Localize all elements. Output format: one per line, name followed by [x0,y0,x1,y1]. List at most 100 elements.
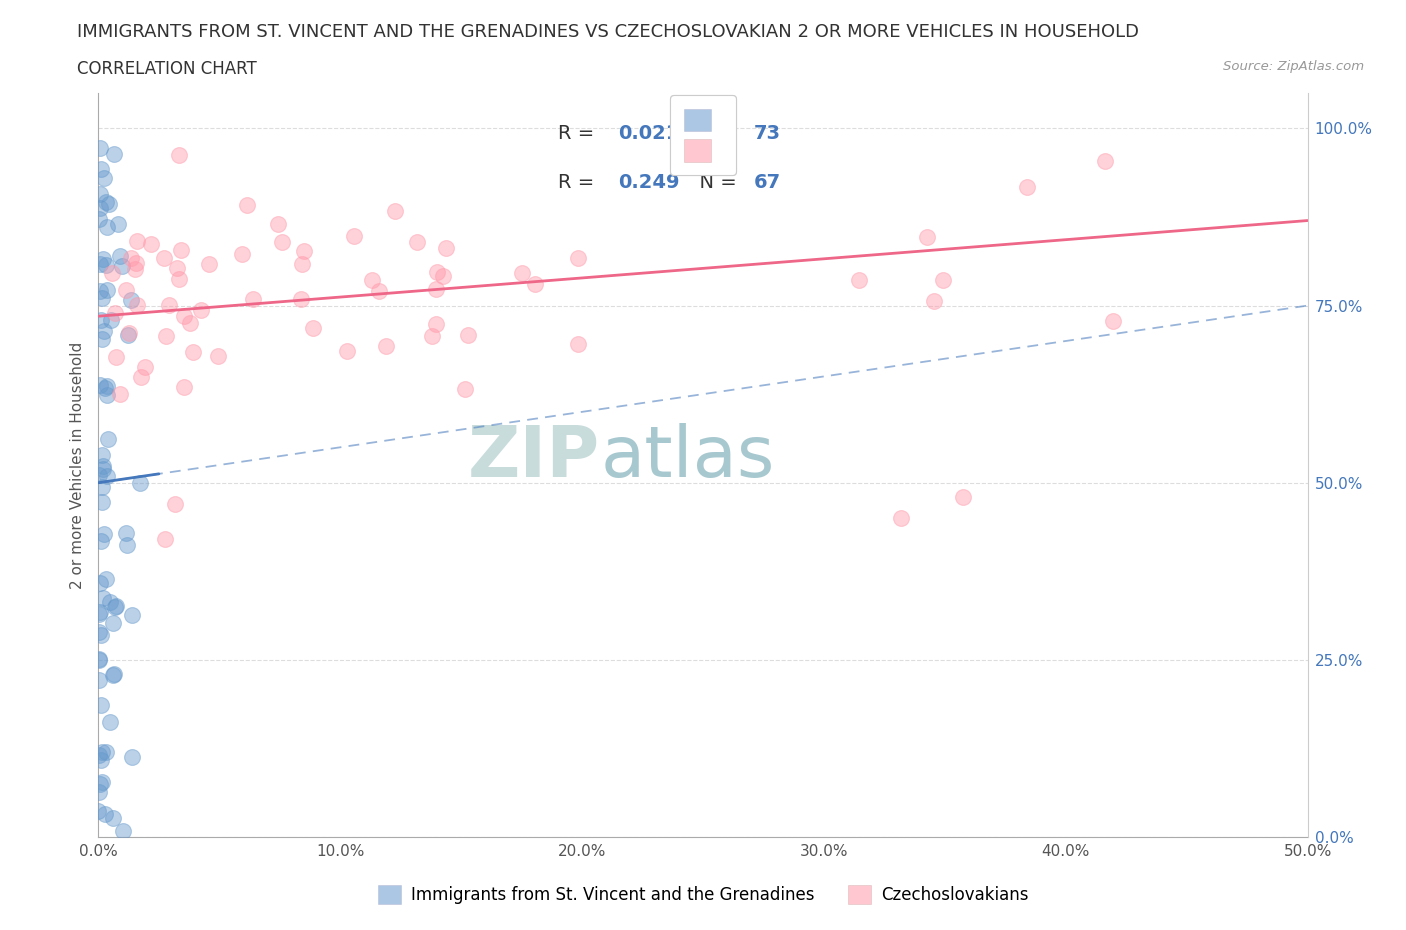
Point [190,302,212,317]
Point [890,511,912,525]
Text: CORRELATION CHART: CORRELATION CHART [77,60,257,78]
Point [103,147,125,162]
Text: 73: 73 [754,125,780,143]
Point [336,343,359,358]
Point [922,293,945,308]
Point [915,230,938,245]
Point [90,534,112,549]
Point [457,328,479,343]
Point [292,243,315,258]
Point [173,379,195,394]
Point [342,228,364,243]
Point [90,753,112,768]
Point [101,668,124,683]
Point [157,298,180,312]
Point [105,350,128,365]
Point [89,604,111,619]
Point [236,197,259,212]
Point [98,594,121,609]
Point [1015,179,1038,194]
Point [89,284,111,299]
Point [510,265,533,280]
Point [94,807,117,822]
Point [89,576,111,591]
Point [89,777,111,791]
Text: ZIP: ZIP [468,423,600,492]
Point [87,804,110,818]
Point [120,293,142,308]
Point [90,775,112,790]
Point [121,607,143,622]
Point [1102,313,1125,328]
Point [231,246,253,261]
Point [96,283,118,298]
Point [302,321,325,336]
Point [115,283,138,298]
Point [90,698,112,712]
Point [87,212,110,227]
Point [104,600,127,615]
Point [183,345,205,360]
Point [368,284,391,299]
Point [89,186,111,201]
Point [87,672,110,687]
Point [124,262,146,277]
Point [129,369,152,384]
Text: N =: N = [688,125,744,143]
Point [420,328,443,343]
Point [90,628,112,643]
Point [101,616,124,631]
Point [89,651,111,666]
Text: 0.249: 0.249 [619,173,681,192]
Point [101,266,124,281]
Point [89,141,111,156]
Point [115,538,138,552]
Point [94,380,117,395]
Text: R =: R = [558,125,600,143]
Point [90,290,112,305]
Point [91,462,114,477]
Point [179,315,201,330]
Point [94,257,117,272]
Text: IMMIGRANTS FROM ST. VINCENT AND THE GRENADINES VS CZECHOSLOVAKIAN 2 OR MORE VEHI: IMMIGRANTS FROM ST. VINCENT AND THE GREN… [77,23,1139,41]
Point [170,243,193,258]
Point [114,525,136,540]
Point [406,234,429,249]
Point [129,475,152,490]
Point [90,480,112,495]
Point [93,526,115,541]
Point [207,349,229,364]
Point [267,217,290,232]
Point [89,624,111,639]
Point [96,219,118,234]
Point [125,256,148,271]
Point [155,532,177,547]
Point [290,291,312,306]
Point [97,196,120,211]
Point [152,250,174,265]
Point [93,170,115,185]
Point [110,387,132,402]
Point [848,272,870,287]
Point [567,250,589,265]
Point [291,257,314,272]
Point [87,606,110,621]
Point [90,331,112,346]
Point [91,251,114,266]
Point [117,327,139,342]
Point [93,324,115,339]
Point [104,305,127,320]
Point [169,272,191,286]
Point [89,201,111,216]
Y-axis label: 2 or more Vehicles in Household: 2 or more Vehicles in Household [70,341,86,589]
Point [90,312,112,327]
Point [361,272,384,287]
Point [91,447,114,462]
Legend: Immigrants from St. Vincent and the Grenadines, Czechoslovakians: Immigrants from St. Vincent and the Gren… [370,876,1036,912]
Point [90,161,112,176]
Point [120,251,142,266]
Text: 67: 67 [754,173,780,192]
Point [125,233,148,248]
Point [134,360,156,375]
Point [198,257,221,272]
